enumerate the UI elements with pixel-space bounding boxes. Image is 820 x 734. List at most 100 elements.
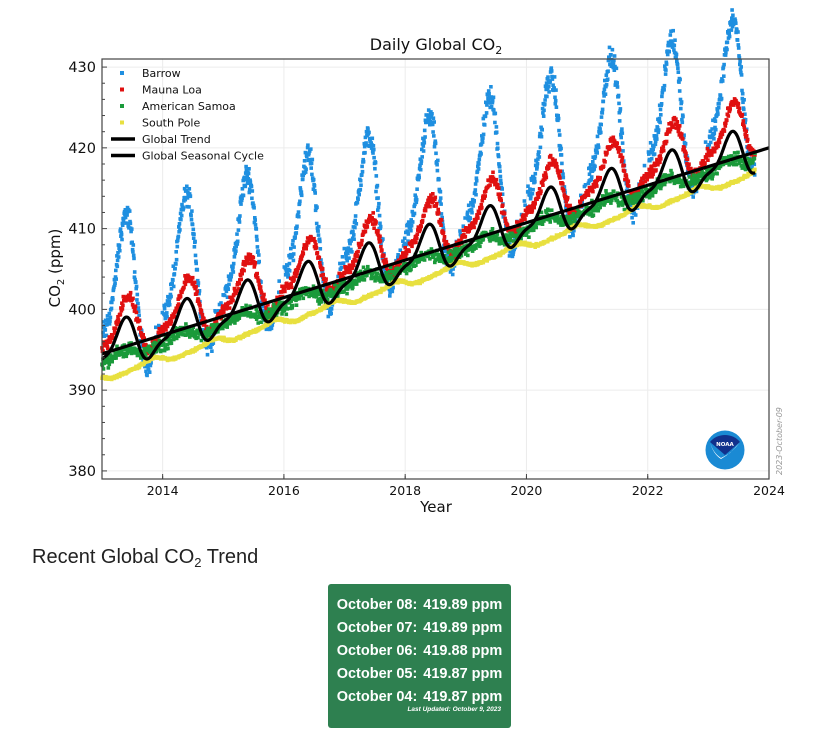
data-point — [243, 263, 247, 267]
data-point — [306, 143, 310, 147]
data-point — [426, 254, 431, 258]
data-point — [250, 189, 255, 193]
data-point — [270, 311, 275, 316]
data-point — [228, 278, 233, 282]
data-point — [205, 352, 210, 357]
data-point — [444, 257, 449, 261]
data-point — [678, 97, 683, 102]
data-point — [669, 29, 673, 33]
data-point — [519, 236, 523, 241]
data-point — [537, 187, 542, 191]
data-point — [139, 331, 144, 336]
data-point — [488, 183, 492, 187]
data-point — [497, 195, 502, 199]
data-point — [256, 249, 260, 253]
data-point — [611, 196, 615, 200]
data-point — [674, 117, 678, 121]
data-point — [680, 137, 685, 141]
data-point — [742, 98, 746, 102]
data-point — [127, 209, 132, 213]
data-point — [617, 146, 621, 150]
data-point — [738, 59, 742, 63]
data-point — [653, 142, 658, 147]
data-point — [112, 285, 116, 289]
data-point — [269, 314, 273, 319]
data-point — [493, 111, 498, 116]
data-point — [481, 116, 486, 121]
data-point — [227, 282, 231, 287]
data-point — [196, 298, 201, 302]
data-point — [707, 143, 711, 147]
data-point — [619, 200, 623, 205]
data-point — [575, 214, 579, 219]
data-point — [287, 269, 292, 273]
data-point — [617, 101, 621, 106]
data-point — [558, 169, 563, 173]
data-point — [706, 158, 710, 162]
data-point — [344, 256, 349, 261]
data-point — [516, 233, 521, 238]
data-point — [262, 292, 266, 297]
data-point — [434, 201, 439, 206]
data-point — [481, 237, 486, 241]
data-point — [302, 159, 307, 163]
data-point — [532, 176, 537, 181]
data-point — [594, 204, 599, 209]
data-point — [409, 223, 414, 228]
data-point — [735, 38, 740, 42]
data-point — [539, 210, 544, 215]
data-point — [113, 275, 118, 279]
data-point — [648, 141, 653, 145]
data-point — [425, 118, 430, 123]
data-point — [752, 173, 757, 177]
data-point — [183, 328, 187, 333]
data-point — [257, 314, 261, 319]
data-point — [722, 129, 727, 133]
data-point — [553, 98, 558, 103]
data-point — [317, 255, 322, 260]
data-point — [451, 251, 455, 255]
data-point — [108, 319, 112, 323]
data-point — [214, 324, 219, 329]
data-point — [498, 178, 503, 183]
data-point — [378, 224, 383, 229]
data-point — [658, 177, 662, 182]
data-point — [500, 187, 504, 191]
data-point — [125, 213, 129, 217]
data-point — [729, 28, 734, 32]
data-point — [544, 81, 549, 85]
data-point — [176, 302, 181, 306]
data-point — [489, 105, 494, 109]
data-point — [525, 211, 529, 215]
data-point — [162, 348, 167, 353]
data-point — [682, 146, 686, 150]
data-point — [445, 253, 450, 257]
data-point — [133, 307, 137, 311]
data-point — [120, 237, 124, 242]
data-point — [256, 321, 260, 325]
data-point — [625, 199, 630, 203]
data-point — [422, 128, 427, 133]
data-point — [703, 140, 708, 144]
data-point — [197, 289, 202, 293]
data-point — [596, 145, 601, 150]
data-point — [550, 77, 555, 81]
data-point — [705, 146, 710, 151]
data-point — [599, 122, 603, 127]
data-point — [355, 200, 360, 205]
data-point — [285, 307, 290, 311]
data-point — [654, 188, 658, 193]
data-point — [479, 142, 484, 146]
data-point — [169, 319, 174, 324]
data-point — [442, 235, 447, 239]
data-point — [270, 323, 275, 327]
data-point — [197, 330, 201, 334]
data-point — [568, 203, 572, 208]
data-point — [484, 100, 488, 105]
data-point — [717, 102, 721, 106]
data-point — [593, 208, 597, 213]
data-point — [342, 246, 347, 251]
data-point — [317, 224, 321, 229]
data-point — [722, 74, 726, 78]
data-point — [340, 255, 345, 259]
